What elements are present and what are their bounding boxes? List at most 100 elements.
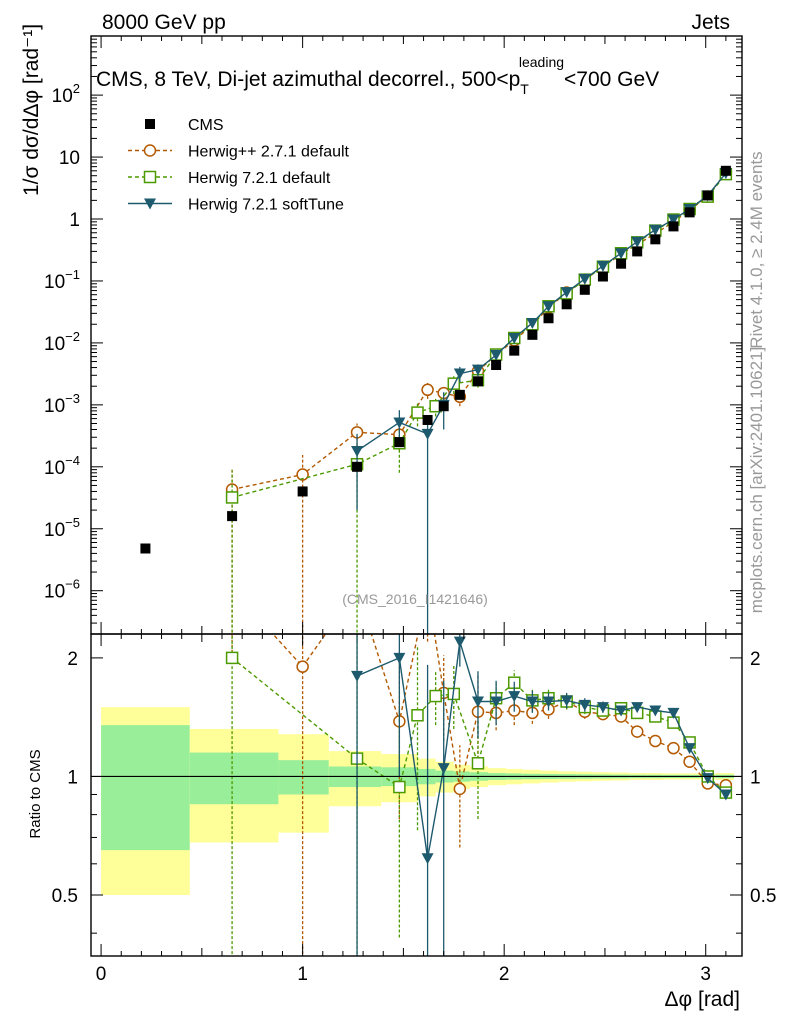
- x-axis-label: Δφ [rad]: [665, 988, 741, 1011]
- series-line-softtune: [356, 172, 727, 452]
- ratio-point-herwigpp: [683, 755, 696, 768]
- stat-uncertainty-band: [189, 752, 279, 805]
- ratio-point-herwig72: [429, 689, 442, 703]
- legend-label-herwigpp: Herwig++ 2.7.1 default: [188, 144, 350, 161]
- point-softtune: [542, 301, 555, 313]
- ratio-point-softtune: [490, 696, 503, 708]
- cms-data-point: [422, 414, 433, 425]
- ratio-axis-label: Ratio to CMS: [27, 749, 44, 838]
- point-herwig72: [447, 377, 461, 390]
- legend-marker-herwigpp: [143, 144, 157, 157]
- ratio-point-softtune: [560, 695, 573, 707]
- cms-data-point: [702, 190, 713, 201]
- cms-data-point: [616, 258, 627, 269]
- point-softtune: [393, 417, 406, 429]
- cms-data-point: [527, 329, 538, 340]
- cms-data-point: [227, 511, 238, 522]
- ratio-point-softtune: [508, 691, 521, 703]
- cms-data-point: [579, 284, 590, 295]
- ratio-point-softtune: [453, 636, 466, 648]
- cms-data-point: [632, 246, 643, 257]
- legend: CMS Herwig++ 2.7.1 default Herwig 7.2.1 de…: [128, 117, 350, 214]
- analysis-id-label: (CMS_2016_I1421646): [342, 591, 488, 607]
- x-tick-label: 0: [96, 964, 107, 985]
- x-tick-label: 1: [297, 964, 308, 985]
- ratio-point-softtune: [719, 789, 732, 801]
- ratio-line-herwigpp: [271, 634, 726, 790]
- ratio-uncertainty-bands: [101, 707, 734, 895]
- cms-data-point: [668, 221, 679, 232]
- cms-data-point: [472, 376, 483, 387]
- x-tick-label: 3: [700, 964, 711, 985]
- stat-uncertainty-band: [101, 725, 190, 851]
- point-softtune: [631, 236, 644, 248]
- cms-data-point: [454, 389, 465, 400]
- ratio-point-softtune: [578, 699, 591, 711]
- cms-data-point: [684, 207, 695, 218]
- ratio-point-herwigpp: [667, 741, 680, 755]
- ratio-point-herwigpp: [296, 660, 309, 673]
- ratio-point-softtune: [393, 652, 406, 664]
- legend-label-softtune: Herwig 7.2.1 softTune: [188, 197, 344, 214]
- y-tick-label: 10−4: [44, 453, 80, 479]
- axis-ticks: 0 1 2 3 10−6 10−5 10−4 10−3 10−2 10−1 1 10 102 0.5 0.5…: [44, 35, 776, 985]
- ratio-tick-label: 0.5: [52, 886, 78, 907]
- y-axis-label: 1/σ dσ/dΔφ [rad⁻¹]: [20, 24, 43, 196]
- ratio-panel-frame: [90, 633, 743, 957]
- series-line-herwig72: [231, 173, 727, 499]
- cms-data-point: [561, 299, 572, 310]
- point-softtune: [578, 273, 591, 285]
- point-softtune: [421, 428, 434, 440]
- cms-data-point: [352, 461, 363, 472]
- series-softtune-ratio: [351, 634, 732, 956]
- cms-data-point: [650, 234, 661, 245]
- cms-data-point: [140, 543, 151, 554]
- point-herwig72: [411, 406, 424, 419]
- legend-marker-cms: [145, 119, 155, 129]
- ratio-tick-label-right: 1: [750, 767, 761, 788]
- cms-data-point: [720, 165, 731, 176]
- header-energy-label: 8000 GeV pp: [102, 11, 226, 34]
- y-tick-label: 1: [69, 210, 80, 231]
- y-tick-label: 10−6: [44, 577, 80, 603]
- ratio-point-softtune: [471, 696, 484, 708]
- ratio-point-softtune: [683, 743, 696, 755]
- x-tick-label: 2: [499, 964, 510, 985]
- point-herwigpp: [421, 383, 434, 397]
- ratio-point-herwig72: [393, 780, 406, 794]
- ratio-point-softtune: [421, 853, 434, 865]
- ratio-point-softtune: [596, 702, 609, 714]
- point-softtune: [526, 317, 539, 329]
- ratio-point-softtune: [649, 705, 662, 717]
- data-series: [140, 165, 733, 956]
- svg-text:1/σ dσ/dΔφ [rad⁻¹]: 1/σ dσ/dΔφ [rad⁻¹]: [20, 24, 43, 196]
- ratio-point-softtune: [667, 707, 680, 719]
- cms-data-point: [394, 437, 405, 448]
- ratio-point-herwigpp: [453, 782, 467, 796]
- ratio-point-herwigpp: [649, 734, 662, 748]
- plot-frames: [90, 35, 743, 957]
- point-softtune: [508, 333, 521, 345]
- cms-data-point: [597, 271, 608, 282]
- point-softtune: [649, 224, 662, 236]
- series-line-herwigpp: [231, 171, 727, 491]
- ratio-point-softtune: [526, 696, 539, 708]
- ratio-point-herwig72: [471, 757, 485, 770]
- y-tick-label: 10−5: [44, 515, 80, 541]
- cms-data-point: [491, 359, 502, 370]
- point-softtune: [667, 214, 680, 226]
- mcplots-reference-label: mcplots.cern.ch [arXiv:2401.10621]: [747, 347, 766, 613]
- ratio-tick-label: 2: [67, 649, 78, 670]
- ratio-point-softtune: [631, 702, 644, 714]
- legend-label-cms: CMS: [188, 117, 224, 134]
- ratio-point-softtune: [437, 763, 450, 775]
- point-softtune: [351, 445, 364, 457]
- ratio-point-softtune: [351, 670, 364, 682]
- ratio-tick-label-right: 2: [750, 649, 761, 670]
- point-softtune: [453, 368, 466, 380]
- rivet-version-label: Rivet 4.1.0, ≥ 2.4M events: [747, 151, 766, 348]
- ratio-point-herwig72: [411, 709, 424, 722]
- point-softtune: [560, 287, 573, 299]
